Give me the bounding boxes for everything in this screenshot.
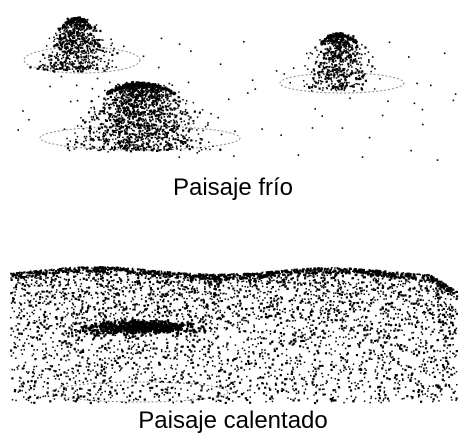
cold-landscape-caption: Paisaje frío	[172, 174, 294, 201]
cold-dot-cloud	[17, 16, 457, 161]
warm-dot-cloud	[10, 266, 459, 405]
cold-hill-center-base	[39, 125, 241, 151]
warm-landscape-panel	[10, 266, 459, 405]
warm-landscape-caption: Paisaje calentado	[138, 407, 328, 434]
cold-hill-right-base	[279, 72, 405, 94]
cold-landscape-panel	[17, 16, 457, 161]
warm-hill-base	[51, 381, 229, 403]
